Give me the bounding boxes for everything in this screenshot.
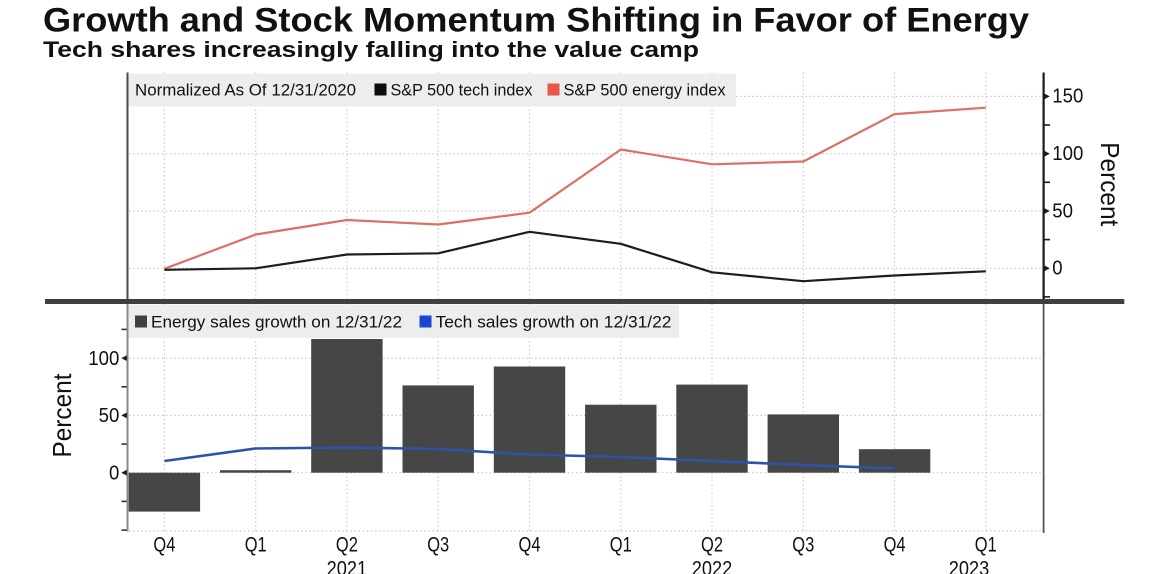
svg-text:Q4: Q4 bbox=[884, 534, 906, 557]
svg-text:0: 0 bbox=[109, 463, 119, 485]
svg-text:Q2: Q2 bbox=[701, 534, 723, 557]
svg-text:Q1: Q1 bbox=[245, 534, 267, 557]
svg-text:S&P 500 energy index: S&P 500 energy index bbox=[564, 82, 727, 100]
svg-text:150: 150 bbox=[1052, 86, 1083, 108]
svg-text:50: 50 bbox=[1052, 200, 1073, 222]
svg-text:Tech sales growth on 12/31/22: Tech sales growth on 12/31/22 bbox=[436, 314, 672, 332]
svg-text:Q4: Q4 bbox=[153, 534, 175, 557]
svg-text:100: 100 bbox=[1052, 143, 1083, 165]
svg-text:0: 0 bbox=[1052, 258, 1062, 280]
svg-text:Percent: Percent bbox=[47, 373, 77, 458]
svg-text:Q2: Q2 bbox=[336, 534, 358, 557]
svg-text:Energy sales growth on 12/31/2: Energy sales growth on 12/31/22 bbox=[151, 314, 402, 332]
svg-text:2021: 2021 bbox=[327, 558, 368, 574]
svg-text:Q3: Q3 bbox=[427, 534, 449, 557]
svg-text:Q4: Q4 bbox=[519, 534, 541, 557]
svg-text:50: 50 bbox=[99, 405, 120, 427]
svg-text:Percent: Percent bbox=[1095, 142, 1125, 227]
svg-text:Tech shares increasingly falli: Tech shares increasingly falling into th… bbox=[43, 37, 699, 62]
svg-text:S&P 500 tech index: S&P 500 tech index bbox=[391, 82, 534, 100]
svg-text:Q3: Q3 bbox=[792, 534, 814, 557]
svg-text:Q1: Q1 bbox=[975, 534, 997, 557]
svg-text:100: 100 bbox=[88, 348, 119, 370]
svg-text:2022: 2022 bbox=[692, 558, 733, 574]
svg-text:Growth and Stock Momentum Shif: Growth and Stock Momentum Shifting in Fa… bbox=[43, 2, 1029, 40]
svg-text:Normalized As Of 12/31/2020: Normalized As Of 12/31/2020 bbox=[135, 82, 356, 100]
svg-text:Q1: Q1 bbox=[610, 534, 632, 557]
svg-text:2023: 2023 bbox=[949, 558, 990, 574]
